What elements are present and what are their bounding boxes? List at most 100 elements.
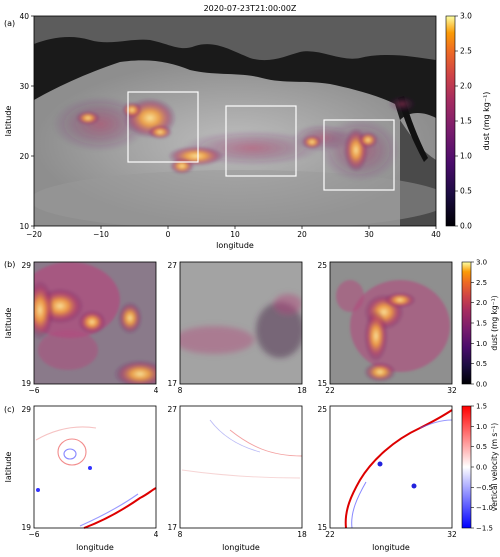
panel-c-xlabel-2: longitude <box>222 543 260 552</box>
a-xtick-label: 30 <box>364 230 374 239</box>
c3-updraft-2 <box>411 483 417 489</box>
subregion-box-2 <box>225 105 297 177</box>
panel-c-xlabel-3: longitude <box>372 543 410 552</box>
colorbar-tick-label: 1.0 <box>476 423 487 431</box>
colorbar-tick-label: 0.5 <box>460 187 472 196</box>
colorbar-c-label: vertical velocity (m s⁻¹) <box>490 423 499 512</box>
a-ytick-label: 40 <box>19 12 29 21</box>
figure-title: 2020-07-23T21:00:00Z <box>204 4 297 13</box>
c1-fronts <box>35 426 157 529</box>
c3-updraft <box>377 461 383 467</box>
subplot-ytick-label: 27 <box>167 405 177 414</box>
c2-background <box>180 406 302 528</box>
colorbar-tick-label: 0.5 <box>476 360 487 368</box>
panel-b-subplot-2 <box>180 262 302 384</box>
colorbar-tick-label: 1.5 <box>460 117 472 126</box>
colorbar-b-ticks: 0.0 0.5 1.0 1.5 2.0 2.5 3.0 <box>471 259 487 389</box>
colorbar-a-ticks: 0.0 0.5 1.0 1.5 2.0 2.5 3.0 <box>455 12 472 231</box>
colorbar-tick-label: 1.0 <box>460 152 472 161</box>
subplot-ytick-label: 29 <box>21 405 31 414</box>
dust-plumes-a <box>52 96 416 182</box>
red-sea <box>398 96 428 162</box>
panel-b-label: (b) <box>4 260 15 269</box>
c3-frame <box>329 405 453 529</box>
colorbar-tick-label: 2.5 <box>476 279 487 287</box>
subplot-ytick-label: 19 <box>21 523 31 532</box>
panel-a-map <box>34 16 436 226</box>
subplot-xtick-label: 4 <box>154 530 159 539</box>
subplot-xtick-label: 8 <box>178 530 183 539</box>
colorbar-tick-label: −1.5 <box>476 525 493 533</box>
c2-frame <box>179 405 303 529</box>
b3-dust <box>336 280 450 382</box>
panel-b-axes: −6 4 19 29 8 18 17 27 22 32 15 25 <box>21 261 457 395</box>
subplot-xtick-label: −6 <box>28 386 39 395</box>
colorbar-tick-label: 2.0 <box>460 82 472 91</box>
colorbar-tick-label: −1.0 <box>476 504 493 512</box>
subplot-xtick-label: 22 <box>325 530 335 539</box>
colorbar-tick-label: 1.5 <box>476 403 487 411</box>
a-xtick-label: 0 <box>166 230 171 239</box>
panel-c-subplot-2 <box>180 406 303 528</box>
subplot-xtick-label: 18 <box>297 386 307 395</box>
subplot-ytick-label: 19 <box>21 379 31 388</box>
panel-c-subplot-3 <box>330 406 453 529</box>
colorbar-c <box>461 405 472 529</box>
a-xtick-label: 20 <box>297 230 307 239</box>
colorbar-tick-label: 1.0 <box>476 340 487 348</box>
sahel-shade <box>34 170 436 226</box>
panel-c-subplot-1 <box>34 406 157 529</box>
subregion-box-1 <box>127 91 199 163</box>
c2-fronts <box>181 419 303 479</box>
a-ytick-label: 30 <box>19 82 29 91</box>
panel-c-ylabel: latitude <box>4 452 13 483</box>
subplot-ytick-label: 29 <box>21 261 31 270</box>
a-ytick-label: 10 <box>19 222 29 231</box>
b1-dust <box>34 262 156 384</box>
c3-background <box>330 406 452 528</box>
c1-background <box>34 406 156 528</box>
c1-frame <box>33 405 157 529</box>
subplot-xtick-label: 18 <box>297 530 307 539</box>
subplot-xtick-label: 8 <box>178 386 183 395</box>
colorbar-a <box>445 15 456 227</box>
subplot-ytick-label: 17 <box>167 523 177 532</box>
panel-b-subplot-3 <box>330 262 452 384</box>
subplot-ytick-label: 15 <box>317 379 327 388</box>
colorbar-tick-label: 1.5 <box>476 320 487 328</box>
a-xtick-label: 10 <box>230 230 240 239</box>
a-xtick-label: −10 <box>93 230 109 239</box>
a-xtick-label: 40 <box>431 230 441 239</box>
c3-fronts <box>344 409 453 529</box>
colorbar-tick-label: 2.5 <box>460 47 472 56</box>
a-xtick-label: −20 <box>26 230 42 239</box>
europe-land <box>34 16 436 61</box>
panel-a-ylabel: latitude <box>4 106 13 137</box>
subplot-ytick-label: 25 <box>317 405 327 414</box>
subplot-ytick-label: 25 <box>317 261 327 270</box>
b3-frame <box>329 261 453 385</box>
colorbar-c-ticks: 1.5 1.0 0.5 0.0 −0.5 −1.0 −1.5 <box>471 403 493 533</box>
b2-frame <box>179 261 303 385</box>
b2-dust <box>180 294 302 358</box>
a-ytick-label: 20 <box>19 152 29 161</box>
panel-b-subplot-1 <box>34 262 156 384</box>
subplot-ytick-label: 27 <box>167 261 177 270</box>
subplot-xtick-label: 32 <box>447 530 457 539</box>
panel-c-axes: −6 4 19 29 8 18 17 27 22 32 15 25 <box>21 405 457 539</box>
panel-c-xlabel-1: longitude <box>76 543 114 552</box>
colorbar-tick-label: 2.0 <box>476 299 487 307</box>
colorbar-b <box>461 261 472 385</box>
colorbar-tick-label: 3.0 <box>476 259 487 267</box>
subplot-ytick-label: 17 <box>167 379 177 388</box>
panel-c-label: (c) <box>4 405 15 414</box>
colorbar-tick-label: 0.0 <box>476 464 487 472</box>
subplot-ytick-label: 15 <box>317 523 327 532</box>
c1-updraft-2 <box>36 488 40 492</box>
panel-b-ylabel: latitude <box>4 308 13 339</box>
subplot-xtick-label: −6 <box>28 530 39 539</box>
b1-frame <box>33 261 157 385</box>
panel-a-axes: −20 −10 0 10 20 30 40 10 20 30 40 <box>19 12 441 239</box>
subregion-box-3 <box>323 119 395 191</box>
